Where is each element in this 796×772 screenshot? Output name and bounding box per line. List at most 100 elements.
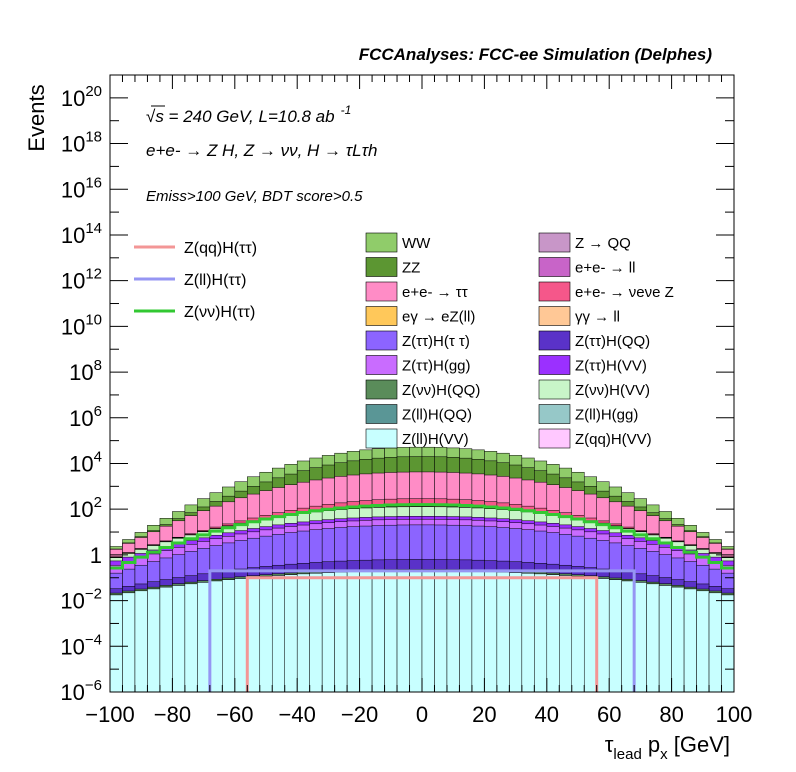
histogram-bar [271, 575, 285, 693]
legend-stack-label: Z(ττ)H(gg) [402, 358, 471, 375]
legend-swatch [538, 281, 571, 302]
legend-stack-label: Z(ll)H(gg) [575, 407, 638, 424]
legend-swatch [365, 330, 398, 351]
histogram-bar [409, 570, 423, 693]
legend-swatch [538, 404, 571, 424]
histogram-bar [459, 570, 473, 693]
legend-swatch [538, 257, 571, 277]
histogram-bar [359, 571, 373, 693]
histogram-bar [259, 576, 273, 693]
energy-label: √s = 240 GeV, L=10.8 ab -1 [146, 103, 351, 126]
histogram-bar [122, 592, 136, 693]
legend-swatch [365, 404, 398, 424]
chart-title: FCCAnalyses: FCC-ee Simulation (Delphes) [359, 45, 713, 64]
histogram-bar [708, 592, 722, 693]
legend-signal-label: Z(νν)H(ττ) [184, 304, 255, 321]
histogram-bar [721, 594, 735, 693]
x-tick-label: −20 [341, 702, 378, 727]
legend-stack-label: Z(ττ)H(QQ) [575, 333, 650, 350]
legend-swatch [538, 355, 571, 375]
process-label: e+e- → Z H, Z → νν, H → τLτh [146, 141, 377, 160]
x-tick-label: 100 [716, 702, 753, 727]
legend-swatch [538, 330, 571, 351]
y-tick-label: 102 [69, 494, 102, 522]
histogram-bar [284, 574, 298, 693]
histogram-bar [371, 570, 385, 693]
x-tick-label: 80 [659, 702, 683, 727]
histogram-bar [384, 570, 398, 693]
x-tick-label: −40 [279, 702, 316, 727]
x-tick-label: −100 [85, 702, 135, 727]
y-tick-label: 108 [69, 357, 102, 385]
selection-label: Emiss>100 GeV, BDT score>0.5 [146, 188, 363, 205]
signal-line-Z(qq)H(ττ) [245, 576, 599, 692]
legend-swatch [365, 306, 398, 326]
x-tick-label: −60 [216, 702, 253, 727]
legend-swatch [365, 281, 398, 302]
histogram-bar [559, 575, 573, 693]
legend-signal-label: Z(qq)H(ττ) [184, 240, 257, 257]
histogram-bar [421, 570, 435, 693]
legend-stack-label: Z → QQ [575, 235, 631, 252]
svg-text:τlead px [GeV]: τlead px [GeV] [605, 732, 730, 763]
y-tick-label: 1016 [61, 174, 102, 202]
x-axis-label: τlead px [GeV] [605, 732, 730, 763]
legend-stack-label: Z(qq)H(VV) [575, 431, 652, 448]
y-tick-label: 1020 [61, 83, 102, 111]
histogram-bar [147, 588, 161, 693]
y-tick-label: 104 [69, 448, 102, 476]
x-tick-label: 0 [416, 702, 428, 727]
histogram-bar [134, 590, 148, 693]
x-tick-label: 20 [472, 702, 496, 727]
histogram-bar [596, 578, 610, 693]
histogram-bar [309, 572, 323, 693]
histogram-bar [321, 572, 335, 693]
x-tick-label: −80 [154, 702, 191, 727]
y-tick-label: 10−4 [60, 631, 102, 659]
histogram-bar [396, 570, 410, 693]
legend-stack-label: Z(ττ)H(τ τ) [402, 333, 470, 350]
axis-labels: −100 −80 −60 −40 −20 0 20 40 60 80 100 1020 1018 1016… [60, 83, 752, 727]
histogram-bar [172, 585, 186, 693]
signal-line-Z(νν)H(ττ) [110, 503, 734, 570]
legend-stack-label: e+e- → ll [575, 260, 635, 277]
legend-stack: WW ZZ e+e- → ττ eγ → eZ(ll) Z(ττ)H(τ τ) Z(ττ)… [365, 232, 674, 449]
histogram-bar [296, 573, 310, 693]
legend-signal: Z(qq)H(ττ) Z(ll)H(ττ) Z(νν)H(ττ) [134, 240, 257, 321]
annotations: √s = 240 GeV, L=10.8 ab -1 e+e- → Z H, Z →… [146, 103, 377, 205]
histogram-bar [683, 588, 697, 693]
histogram-bar [583, 577, 597, 693]
histogram-bar [184, 583, 198, 693]
histogram-bar [346, 571, 360, 693]
histogram-stack [109, 446, 735, 693]
legend-signal-label: Z(ll)H(ττ) [184, 272, 246, 289]
y-tick-label: 10−6 [60, 677, 102, 705]
x-tick-label: 40 [535, 702, 559, 727]
histogram-bar [521, 572, 535, 693]
legend-swatch [365, 379, 398, 400]
histogram-bar [471, 571, 485, 693]
histogram-bar [509, 572, 523, 693]
histogram-bar [633, 582, 647, 693]
histogram-bar [446, 570, 460, 693]
x-tick-label: 60 [597, 702, 621, 727]
histogram-bar [671, 586, 685, 693]
histogram-bar [197, 582, 211, 693]
histogram-bar [546, 574, 560, 693]
histogram-bar [334, 571, 348, 693]
legend-stack-label: ZZ [402, 260, 420, 277]
legend-swatch [538, 232, 571, 253]
histogram-bar [621, 580, 635, 693]
histogram-bar [209, 580, 223, 693]
y-tick-label: 1010 [61, 311, 102, 339]
legend-stack-label: eγ → eZ(ll) [402, 309, 475, 326]
histogram-bar [658, 585, 672, 693]
histogram-bar [247, 577, 261, 693]
histogram-bar [571, 576, 585, 693]
legend-stack-label: WW [402, 235, 431, 252]
y-tick-label: 10−2 [60, 586, 102, 614]
legend-swatch [538, 306, 571, 326]
histogram-bar [696, 590, 710, 693]
